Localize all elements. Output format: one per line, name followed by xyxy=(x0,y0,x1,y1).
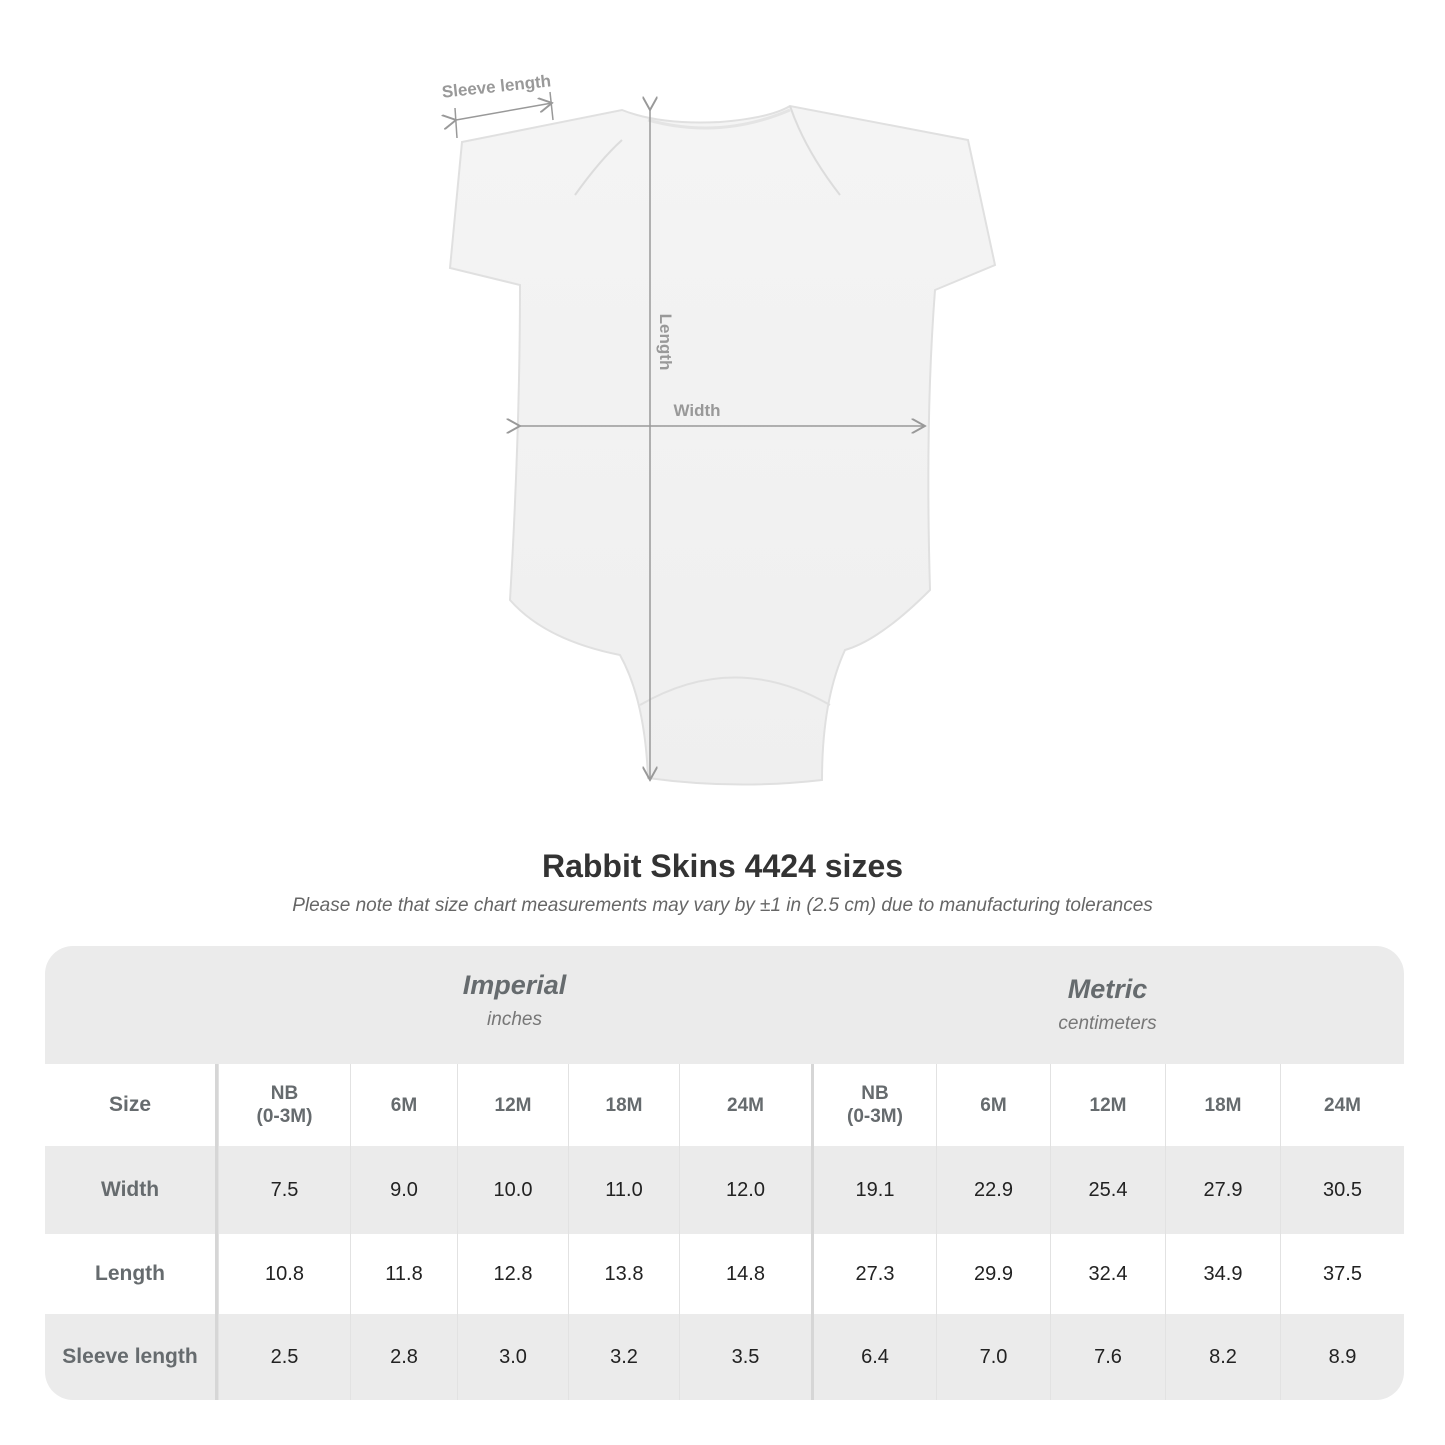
table-cell: 11.0 xyxy=(568,1146,679,1234)
page-title: Rabbit Skins 4424 sizes xyxy=(541,848,904,884)
metric-header: Metric centimeters xyxy=(811,946,1404,1064)
table-row: Width 7.5 9.0 10.0 11.0 12.0 19.1 22.9 25.4 27.9 3… xyxy=(45,1146,1404,1234)
row-label: Length xyxy=(45,1234,218,1314)
table-cell: 27.3 xyxy=(811,1234,936,1314)
size-header: 18M xyxy=(568,1064,679,1146)
table-cell: 34.9 xyxy=(1165,1234,1280,1314)
width-label: Width xyxy=(673,401,720,420)
table-cell: 2.8 xyxy=(350,1314,457,1400)
table-row: Length 10.8 11.8 12.8 13.8 14.8 27.3 29.9 32.4 34… xyxy=(45,1234,1404,1314)
table-cell: 27.9 xyxy=(1165,1146,1280,1234)
size-header: 6M xyxy=(350,1064,457,1146)
size-header: NB (0-3M) xyxy=(811,1064,936,1146)
table-cell: 13.8 xyxy=(568,1234,679,1314)
length-label: Length xyxy=(656,314,675,371)
table-cell: 7.5 xyxy=(218,1146,350,1234)
table-cell: 10.8 xyxy=(218,1234,350,1314)
metric-title: Metric xyxy=(1067,974,1148,1004)
size-header: 12M xyxy=(1050,1064,1165,1146)
sleeve-length-label: Sleeve length xyxy=(441,71,552,101)
row-label: Width xyxy=(45,1146,218,1234)
row-label: Sleeve length xyxy=(45,1314,218,1400)
size-header: 18M xyxy=(1165,1064,1280,1146)
tolerance-note: Please note that size chart measurements… xyxy=(292,895,1153,916)
size-header: 24M xyxy=(1280,1064,1404,1146)
table-cell: 12.8 xyxy=(457,1234,568,1314)
size-label: Size xyxy=(45,1064,218,1146)
bodysuit-diagram: Sleeve length Length Width xyxy=(441,71,997,786)
table-cell: 25.4 xyxy=(1050,1146,1165,1234)
size-header-row: Size NB (0-3M) 6M 12M 18M 24M NB (0-3M) 6M 12M 18… xyxy=(45,1064,1404,1146)
sleeve-measure-line xyxy=(456,103,552,120)
size-header: 24M xyxy=(679,1064,811,1146)
table-cell: 37.5 xyxy=(1280,1234,1404,1314)
table-cell: 3.0 xyxy=(457,1314,568,1400)
size-header: NB (0-3M) xyxy=(218,1064,350,1146)
table-cell: 12.0 xyxy=(679,1146,811,1234)
table-cell: 11.8 xyxy=(350,1234,457,1314)
table-cell: 7.0 xyxy=(936,1314,1050,1400)
table-cell: 6.4 xyxy=(811,1314,936,1400)
table-cell: 7.6 xyxy=(1050,1314,1165,1400)
table-cell: 10.0 xyxy=(457,1146,568,1234)
imperial-title: Imperial xyxy=(462,970,567,1000)
table-cell: 3.2 xyxy=(568,1314,679,1400)
size-header: 12M xyxy=(457,1064,568,1146)
bodysuit-image xyxy=(448,104,997,786)
metric-unit: centimeters xyxy=(1058,1013,1157,1034)
table-cell: 8.9 xyxy=(1280,1314,1404,1400)
imperial-unit: inches xyxy=(487,1009,542,1030)
table-cell: 3.5 xyxy=(679,1314,811,1400)
table-cell: 2.5 xyxy=(218,1314,350,1400)
table-cell: 30.5 xyxy=(1280,1146,1404,1234)
table-cell: 8.2 xyxy=(1165,1314,1280,1400)
table-cell: 22.9 xyxy=(936,1146,1050,1234)
table-cell: 29.9 xyxy=(936,1234,1050,1314)
table-cell: 19.1 xyxy=(811,1146,936,1234)
imperial-header: Imperial inches xyxy=(218,946,811,1064)
table-cell: 32.4 xyxy=(1050,1234,1165,1314)
table-row: Sleeve length 2.5 2.8 3.0 3.2 3.5 6.4 7.0 7.6 8.2… xyxy=(45,1314,1404,1400)
table-cell: 9.0 xyxy=(350,1146,457,1234)
table-cell: 14.8 xyxy=(679,1234,811,1314)
size-table: Imperial inches Metric centimeters Size N… xyxy=(45,946,1404,1400)
size-header: 6M xyxy=(936,1064,1050,1146)
